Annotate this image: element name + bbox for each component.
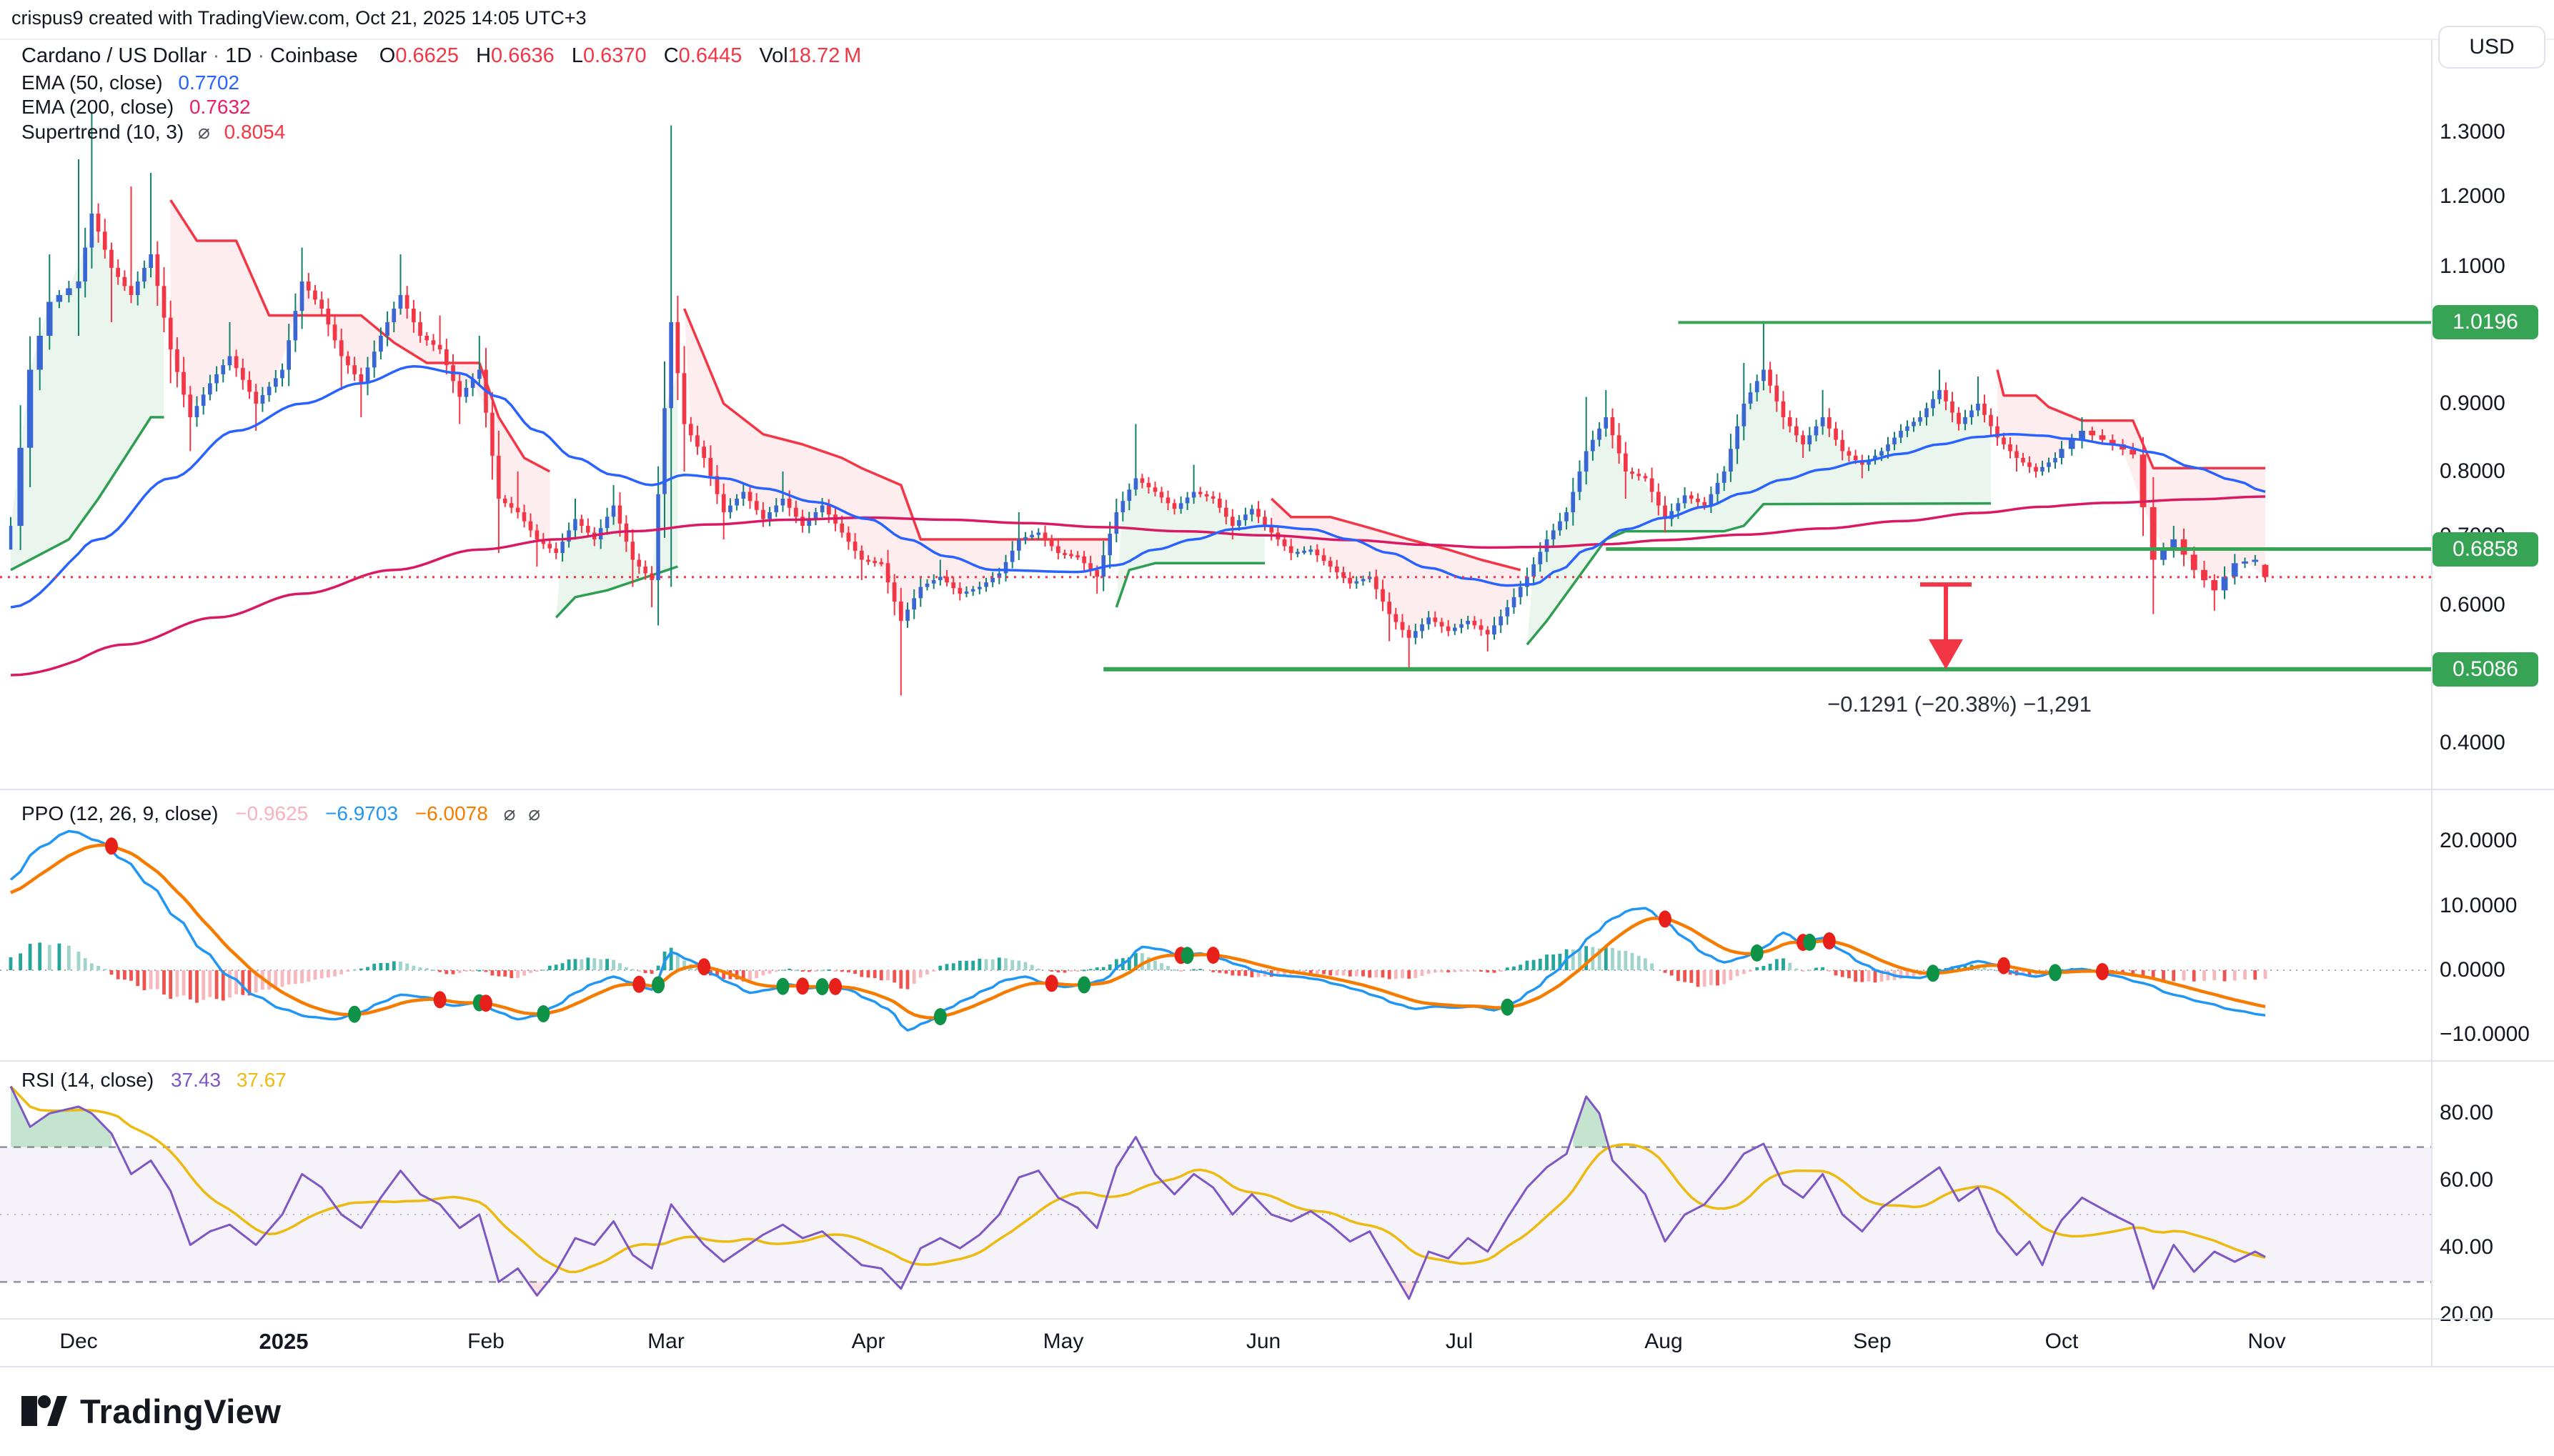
header-divider [0, 39, 2554, 40]
ppo-signal-value: −6.0078 [414, 802, 488, 824]
price-pane[interactable] [0, 111, 2433, 696]
month-label-2025[interactable]: 2025 [259, 1329, 309, 1354]
month-label-May[interactable]: May [1043, 1330, 1084, 1353]
ppo-tick-0.0000: 0.0000 [2440, 958, 2505, 982]
open-label: O [379, 44, 396, 67]
high-value: 0.6636 [491, 44, 555, 67]
rsi-tick-20.00: 20.00 [2440, 1302, 2494, 1326]
ema50-value: 0.7702 [178, 71, 240, 94]
ema200-legend-row[interactable]: EMA (200, close) 0.7632 [21, 96, 251, 119]
price-axis-divider [2431, 40, 2433, 1366]
month-label-Oct[interactable]: Oct [2044, 1330, 2079, 1353]
month-label-Nov[interactable]: Nov [2247, 1330, 2286, 1353]
price-tick-1.1000: 1.1000 [2440, 254, 2505, 278]
close-value: 0.6445 [678, 44, 742, 67]
empty-value-icon: ⌀ [528, 802, 541, 824]
month-label-Mar[interactable]: Mar [647, 1330, 685, 1353]
ppo-line-value: −6.9703 [325, 802, 399, 824]
close-label: C [663, 44, 679, 67]
month-label-Feb[interactable]: Feb [467, 1330, 505, 1353]
supertrend-name: Supertrend (10, 3) [21, 121, 184, 143]
ppo-tick-20.0000: 20.0000 [2440, 829, 2518, 852]
ema200-name: EMA (200, close) [21, 96, 174, 118]
rsi-tick-80.00: 80.00 [2440, 1101, 2494, 1125]
price-tick-0.6000: 0.6000 [2440, 593, 2505, 617]
exchange-label[interactable]: Coinbase [270, 44, 358, 67]
ema50-legend-row[interactable]: EMA (50, close) 0.7702 [21, 71, 239, 94]
month-label-Aug[interactable]: Aug [1644, 1330, 1683, 1353]
supertrend-legend-row[interactable]: Supertrend (10, 3) ⌀ 0.8054 [21, 120, 285, 144]
rsi-legend-row[interactable]: RSI (14, close) 37.43 37.67 [21, 1069, 287, 1092]
price-tick-0.4000: 0.4000 [2440, 731, 2505, 754]
price-level-badge-1.0196: 1.0196 [2433, 305, 2538, 339]
bottom-divider [0, 1366, 2554, 1367]
volume-label: Vol [759, 44, 788, 67]
supertrend-value: 0.8054 [224, 121, 286, 143]
empty-value-icon: ⌀ [503, 802, 516, 824]
rsi-tick-40.00: 40.00 [2440, 1235, 2494, 1259]
rsi-value: 37.43 [170, 1069, 222, 1091]
time-axis-divider [0, 1318, 2554, 1320]
tradingview-logo-text: TradingView [80, 1392, 282, 1430]
price-tick-0.9000: 0.9000 [2440, 392, 2505, 415]
rsi-name: RSI (14, close) [21, 1069, 154, 1091]
ppo-hist-value: −0.9625 [235, 802, 309, 824]
month-label-Jun[interactable]: Jun [1246, 1330, 1281, 1353]
ppo-legend-row[interactable]: PPO (12, 26, 9, close) −0.9625 −6.9703 −… [21, 802, 540, 825]
tradingview-logo[interactable]: TradingView [20, 1390, 282, 1432]
ppo-tick-10.0000: 10.0000 [2440, 894, 2518, 917]
symbol-title[interactable]: Cardano / US Dollar [21, 44, 207, 67]
symbol-legend-row[interactable]: Cardano / US Dollar · 1D · Coinbase O0.6… [21, 44, 862, 67]
price-tick-1.2000: 1.2000 [2440, 184, 2505, 208]
ema50-name: EMA (50, close) [21, 71, 163, 94]
low-value: 0.6370 [582, 44, 647, 67]
price-level-badge-0.5086: 0.5086 [2433, 652, 2538, 687]
open-value: 0.6625 [395, 44, 459, 67]
month-label-Apr[interactable]: Apr [851, 1330, 885, 1353]
rsi-ma-value: 37.67 [236, 1069, 287, 1091]
empty-value-icon: ⌀ [198, 121, 210, 143]
price-tick-0.8000: 0.8000 [2440, 459, 2505, 483]
measure-tool-label: −0.1291 (−20.38%) −1,291 [1827, 692, 2092, 717]
ppo-tick-−10.0000: −10.0000 [2440, 1022, 2530, 1046]
month-label-Sep[interactable]: Sep [1853, 1330, 1892, 1353]
ppo-name: PPO (12, 26, 9, close) [21, 802, 219, 824]
price-tick-1.3000: 1.3000 [2440, 120, 2505, 144]
month-label-Dec[interactable]: Dec [59, 1330, 98, 1353]
currency-toggle-button[interactable]: USD [2438, 26, 2545, 69]
volume-value: 18.72 M [787, 44, 862, 67]
month-label-Jul[interactable]: Jul [1445, 1330, 1474, 1353]
ema200-value: 0.7632 [189, 96, 251, 118]
tradingview-logo-mark [21, 1395, 67, 1426]
rsi-tick-60.00: 60.00 [2440, 1168, 2494, 1192]
interval-label[interactable]: 1D [225, 44, 252, 67]
price-level-badge-0.6858: 0.6858 [2433, 532, 2538, 567]
ppo-pane[interactable] [0, 829, 2433, 1032]
rsi-pane[interactable] [0, 1085, 2433, 1300]
pane-frame [0, 789, 2554, 1062]
low-label: L [571, 44, 583, 67]
watermark-attribution: crispus9 created with TradingView.com, O… [11, 7, 587, 29]
high-label: H [476, 44, 492, 67]
